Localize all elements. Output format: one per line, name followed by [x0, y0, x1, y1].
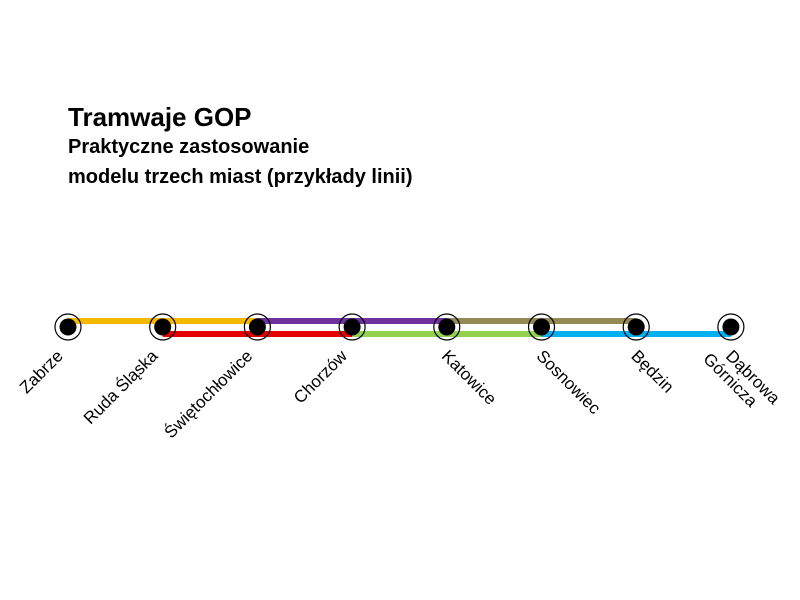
station-label-chorzow: Chorzów — [290, 346, 351, 407]
station-dot — [343, 318, 361, 336]
diagram-subtitle-line-2: modelu trzech miast (przykłady linii) — [68, 166, 413, 188]
station-dot — [248, 318, 266, 336]
station-label-zabrze: Zabrze — [16, 346, 67, 397]
station-label-bedzin: Będzin — [627, 346, 677, 396]
station-label-line: Sosnowiec — [533, 346, 605, 418]
station-label-line: Chorzów — [290, 346, 351, 407]
station-marker-ruda-slaska — [149, 313, 177, 341]
station-label-line: Zabrze — [16, 346, 67, 397]
station-label-line: Katowice — [438, 346, 500, 408]
station-marker-bedzin — [622, 313, 650, 341]
station-dot — [438, 318, 456, 336]
station-ring — [527, 313, 556, 341]
station-dot — [154, 318, 172, 336]
station-ring — [243, 313, 271, 341]
station-label-line: Będzin — [627, 346, 677, 396]
station-marker-katowice — [433, 313, 461, 341]
station-marker-sosnowiec — [527, 313, 556, 341]
station-dot — [627, 318, 645, 336]
station-dot — [722, 318, 740, 336]
station-label-sosnowiec: Sosnowiec — [533, 346, 605, 418]
station-labels-layer: Zabrze Ruda Śląska Świętochłowice Chorzów Ka… — [16, 336, 784, 442]
title-block: Tramwaje GOP Praktyczne zastosowanie mod… — [68, 102, 413, 192]
station-ring — [622, 313, 650, 341]
station-label-dabrowa-gornicza: DąbrowaGórnicza — [699, 336, 784, 421]
station-marker-zabrze — [54, 313, 82, 341]
station-dot — [59, 318, 77, 336]
station-marker-swietochlowice — [243, 313, 271, 341]
station-label-swietochlowice: Świętochłowice — [161, 346, 257, 442]
station-dot — [533, 318, 550, 336]
station-ring — [433, 313, 461, 341]
station-marker-dabrowa-gornicza — [717, 313, 745, 341]
diagram-subtitle-line-1: Praktyczne zastosowanie — [68, 136, 310, 158]
stations-layer — [54, 313, 745, 341]
station-ring — [717, 313, 745, 341]
station-ring — [54, 313, 82, 341]
station-ring — [149, 313, 177, 341]
station-marker-chorzow — [338, 313, 366, 341]
station-label-ruda-slaska: Ruda Śląska — [80, 346, 162, 428]
station-label-line: Świętochłowice — [161, 346, 257, 442]
station-label-katowice: Katowice — [438, 346, 500, 408]
diagram-title: Tramwaje GOP — [68, 102, 252, 132]
station-ring — [338, 313, 366, 341]
station-label-line: Ruda Śląska — [80, 346, 162, 428]
